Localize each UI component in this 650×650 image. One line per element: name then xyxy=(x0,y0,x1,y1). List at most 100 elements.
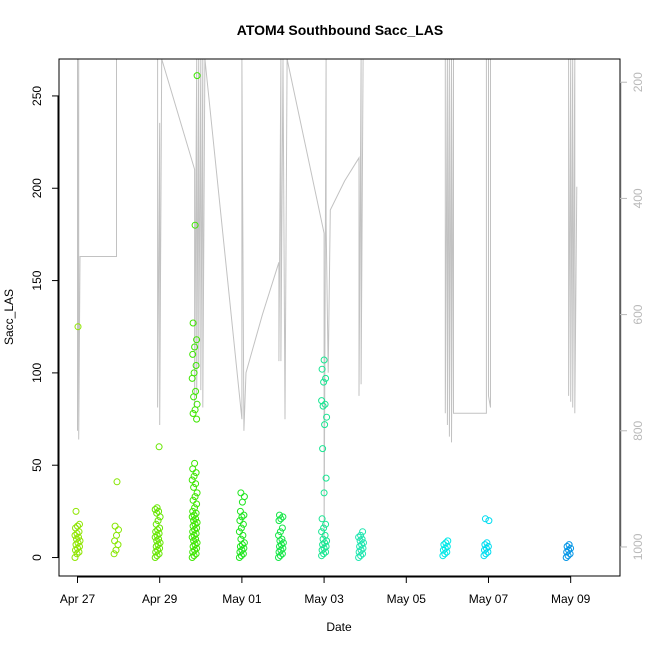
point-cluster-3 xyxy=(188,72,201,561)
data-point xyxy=(193,500,201,508)
point-cluster-2 xyxy=(151,443,164,561)
data-point xyxy=(76,520,83,528)
data-point xyxy=(440,541,448,549)
data-point xyxy=(279,513,287,521)
data-point xyxy=(190,511,198,519)
data-point xyxy=(237,489,245,497)
data-point xyxy=(152,520,160,528)
data-point xyxy=(355,533,363,541)
data-point xyxy=(191,343,199,351)
point-cluster-1 xyxy=(110,478,122,558)
data-point xyxy=(74,323,82,331)
point-cluster-8 xyxy=(439,537,452,560)
data-point xyxy=(74,522,81,530)
point-cluster-0 xyxy=(71,323,84,561)
data-point xyxy=(156,539,164,547)
data-point xyxy=(189,350,197,358)
data-point xyxy=(154,517,162,525)
data-point xyxy=(567,544,575,552)
data-point xyxy=(319,445,327,453)
depth-trace-line xyxy=(77,59,578,548)
data-point xyxy=(320,489,328,497)
right-tick-label: 800 xyxy=(631,420,645,440)
data-point xyxy=(237,524,245,532)
right-tick-label: 200 xyxy=(631,72,645,92)
point-cluster-4 xyxy=(235,489,248,561)
data-point xyxy=(236,517,244,525)
right-tick-label: 600 xyxy=(631,304,645,324)
data-point xyxy=(113,478,121,486)
data-point xyxy=(236,543,244,550)
chart-title: ATOM4 Southbound Sacc_LAS xyxy=(237,22,443,38)
point-cluster-9 xyxy=(480,515,493,560)
data-point xyxy=(71,531,79,539)
data-point xyxy=(321,421,329,429)
data-point xyxy=(239,531,247,539)
data-point xyxy=(442,539,450,547)
data-point xyxy=(485,517,493,525)
data-point xyxy=(483,539,491,547)
y-axis-label: Sacc_LAS xyxy=(2,289,16,345)
data-point xyxy=(240,539,248,547)
x-tick-label: May 07 xyxy=(469,592,509,606)
x-tick-label: Apr 29 xyxy=(142,592,178,606)
data-point xyxy=(275,531,282,539)
data-point xyxy=(276,528,284,536)
data-point xyxy=(76,537,84,545)
data-point xyxy=(320,356,328,364)
data-point xyxy=(190,483,198,491)
data-point xyxy=(191,459,199,467)
y-tick-label: 200 xyxy=(30,178,44,198)
point-cluster-10 xyxy=(562,541,575,561)
data-point xyxy=(71,554,79,561)
data-point xyxy=(193,519,201,526)
x-tick-label: May 03 xyxy=(304,592,344,606)
data-point xyxy=(110,550,118,558)
data-point xyxy=(279,539,287,547)
data-point xyxy=(193,400,201,408)
right-tick-label: 1000 xyxy=(631,533,645,560)
data-point xyxy=(481,541,489,549)
y-tick-label: 150 xyxy=(30,270,44,290)
data-point xyxy=(191,493,199,501)
data-point xyxy=(72,524,79,532)
data-point xyxy=(151,506,159,513)
data-point xyxy=(319,535,327,543)
depth-trace-layer xyxy=(77,59,578,548)
data-point xyxy=(278,524,286,532)
data-point xyxy=(189,319,197,327)
y-tick-label: 250 xyxy=(30,86,44,106)
data-point xyxy=(193,489,201,497)
data-point xyxy=(322,520,330,528)
data-point xyxy=(240,511,248,519)
x-tick-label: Apr 27 xyxy=(60,592,96,606)
data-point xyxy=(192,362,200,369)
data-point xyxy=(320,524,328,532)
data-point xyxy=(152,528,160,536)
data-point xyxy=(113,531,120,539)
point-cluster-5 xyxy=(275,511,287,561)
data-point xyxy=(318,515,326,523)
data-point xyxy=(190,472,198,480)
data-point xyxy=(444,537,452,545)
data-point xyxy=(276,511,283,519)
x-tick-label: May 01 xyxy=(222,592,262,606)
data-point xyxy=(277,515,285,523)
data-point xyxy=(240,493,248,501)
data-point xyxy=(193,72,201,80)
data-point xyxy=(322,374,330,382)
data-point xyxy=(320,378,328,386)
axes-layer: Apr 27 Apr 29 May 01 May 03 May 05 May 07 May … xyxy=(30,72,645,606)
data-point xyxy=(193,415,201,423)
data-point xyxy=(358,535,366,543)
y-tick-label: 50 xyxy=(30,458,44,472)
data-point xyxy=(111,522,119,530)
data-point xyxy=(189,507,197,515)
data-point xyxy=(318,365,326,373)
data-point xyxy=(115,526,122,534)
data-point xyxy=(322,474,330,482)
data-point xyxy=(239,520,247,528)
data-point xyxy=(359,528,367,536)
data-point xyxy=(563,543,571,550)
